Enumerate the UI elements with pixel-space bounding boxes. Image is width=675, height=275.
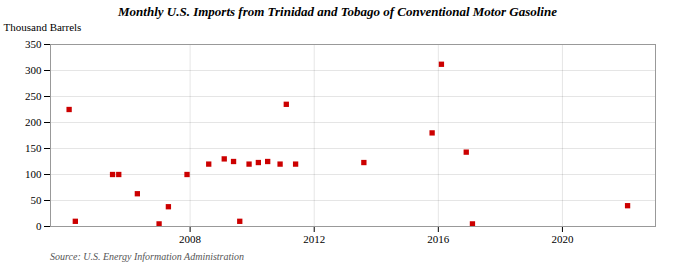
svg-text:0: 0 (36, 220, 42, 232)
svg-text:150: 150 (25, 142, 42, 154)
svg-text:250: 250 (25, 90, 42, 102)
svg-text:100: 100 (25, 168, 42, 180)
html-text:Source: U.S. Energy Informatio: Source: U.S. Energy Information Administ… (50, 251, 245, 262)
svg-text:300: 300 (25, 64, 42, 76)
svg-text:2008: 2008 (179, 233, 202, 245)
svg-text:Thousand Barrels: Thousand Barrels (4, 21, 82, 33)
html-text:Monthly U.S. Imports from Trin: Monthly U.S. Imports from Trinidad and T… (118, 4, 557, 19)
svg-text:2020: 2020 (551, 233, 574, 245)
svg-text:2016: 2016 (427, 233, 450, 245)
svg-text:200: 200 (25, 116, 42, 128)
svg-text:350: 350 (25, 38, 42, 50)
svg-text:2012: 2012 (303, 233, 325, 245)
svg-text:50: 50 (31, 194, 43, 206)
